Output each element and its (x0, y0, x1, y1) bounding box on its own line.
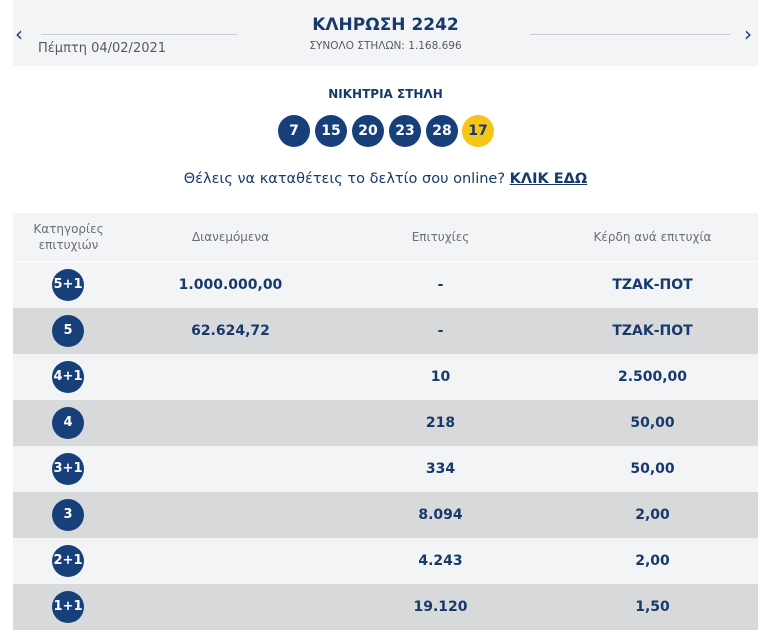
distributed-value (163, 584, 298, 630)
cta-link[interactable]: ΚΛΙΚ ΕΔΩ (509, 171, 588, 187)
table-row: 3+1 334 50,00 (13, 446, 758, 492)
table-row: 3 8.094 2,00 (13, 492, 758, 538)
category-badge: 1+1 (52, 591, 84, 623)
successes-value: 218 (425, 415, 456, 431)
table-row: 1+1 19.120 1,50 (13, 584, 758, 630)
distributed-value (163, 492, 298, 538)
successes-value: - (437, 323, 444, 339)
successes-value: 8.094 (418, 507, 463, 523)
table-row: 5 62.624,72 - ΤΖΑΚ-ΠΟΤ (13, 308, 758, 354)
successes-value: 334 (425, 461, 456, 477)
successes-value: 19.120 (413, 599, 468, 615)
successes-value: - (437, 277, 444, 293)
prize-value: 2,00 (635, 553, 670, 569)
header-successes: Επιτυχίες (411, 230, 470, 244)
results-table-header: Κατηγορίες επιτυχιών Διανεμόμενα Επιτυχί… (13, 213, 758, 261)
chevron-left-icon[interactable]: ‹ (15, 22, 23, 46)
header-divider-left (41, 34, 237, 35)
table-row: 2+1 4.243 2,00 (13, 538, 758, 584)
winning-number-ball: 28 (426, 115, 458, 147)
category-badge: 4 (52, 407, 84, 439)
category-badge: 3 (52, 499, 84, 531)
header-categories: Κατηγορίες επιτυχιών (33, 222, 104, 252)
category-badge: 3+1 (52, 453, 84, 485)
distributed-value (163, 354, 298, 400)
table-row: 4 218 50,00 (13, 400, 758, 446)
prize-value: ΤΖΑΚ-ΠΟΤ (612, 277, 693, 293)
prize-value: 2.500,00 (617, 369, 688, 385)
distributed-value (163, 538, 298, 584)
table-row: 5+1 1.000.000,00 - ΤΖΑΚ-ΠΟΤ (13, 262, 758, 308)
prize-value: 50,00 (630, 415, 675, 431)
category-badge: 4+1 (52, 361, 84, 393)
prize-value: 1,50 (635, 599, 670, 615)
distributed-value: 1.000.000,00 (178, 277, 283, 293)
cta-text: Θέλεις να καταθέτεις το δελτίο σου onlin… (183, 171, 506, 187)
winning-column-label: ΝΙΚΗΤΡΙΑ ΣΤΗΛΗ (328, 87, 443, 101)
prize-value: ΤΖΑΚ-ΠΟΤ (612, 323, 693, 339)
draw-results-card: ‹ Πέμπτη 04/02/2021 ΚΛΗΡΩΣΗ 2242 ΣΥΝΟΛΟ … (13, 0, 758, 634)
successes-value: 10 (430, 369, 451, 385)
winning-number-ball: 15 (315, 115, 347, 147)
distributed-value (163, 446, 298, 492)
header-prize: Κέρδη ανά επιτυχία (593, 230, 712, 244)
draw-header: ‹ Πέμπτη 04/02/2021 ΚΛΗΡΩΣΗ 2242 ΣΥΝΟΛΟ … (13, 0, 758, 66)
draw-title: ΚΛΗΡΩΣΗ 2242 (312, 15, 459, 35)
category-badge: 5+1 (52, 269, 84, 301)
distributed-value (163, 400, 298, 446)
category-badge: 5 (52, 315, 84, 347)
chevron-right-icon[interactable]: › (744, 22, 752, 46)
draw-date: Πέμπτη 04/02/2021 (38, 41, 167, 56)
table-row: 4+1 10 2.500,00 (13, 354, 758, 400)
online-cta: Θέλεις να καταθέτεις το δελτίο σου onlin… (13, 171, 758, 187)
winning-number-ball: 23 (389, 115, 421, 147)
header-divider-right (530, 34, 730, 35)
bonus-number-ball: 17 (462, 115, 494, 147)
winning-number-ball: 7 (278, 115, 310, 147)
prize-value: 50,00 (630, 461, 675, 477)
prize-value: 2,00 (635, 507, 670, 523)
winning-number-ball: 20 (352, 115, 384, 147)
draw-total-columns: ΣΥΝΟΛΟ ΣΤΗΛΩΝ: 1.168.696 (309, 40, 462, 52)
successes-value: 4.243 (418, 553, 463, 569)
distributed-value: 62.624,72 (191, 323, 270, 339)
header-distributed: Διανεμόμενα (191, 230, 270, 244)
category-badge: 2+1 (52, 545, 84, 577)
